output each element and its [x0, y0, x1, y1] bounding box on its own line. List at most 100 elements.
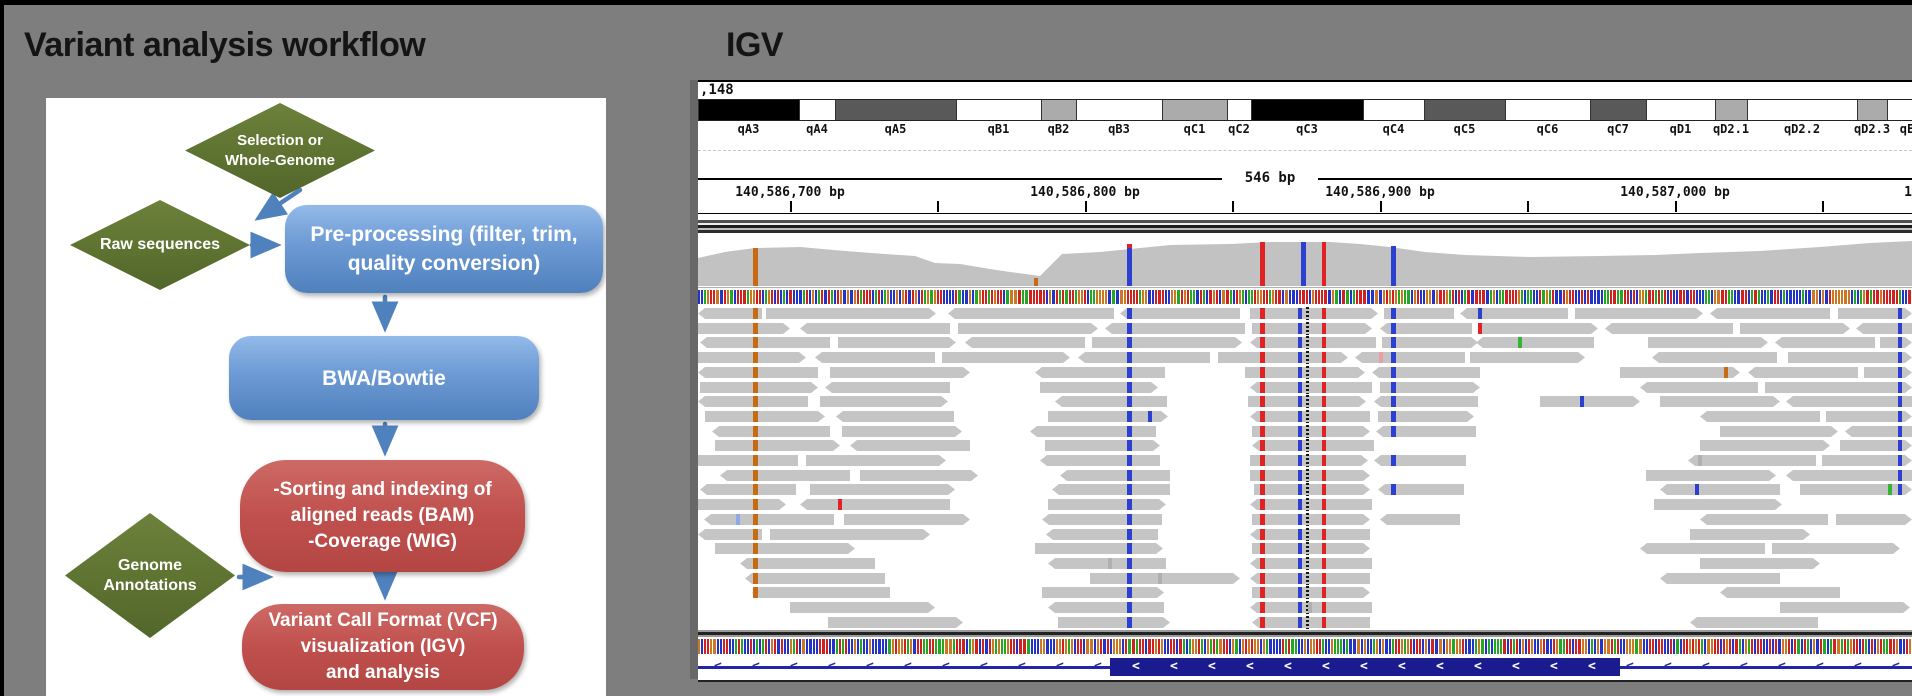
read: [1035, 367, 1165, 378]
read: [698, 367, 818, 378]
snp-mark: [1298, 617, 1302, 628]
snp-mark: [1898, 411, 1902, 422]
strand-chevron: <: [1322, 659, 1330, 674]
read-row: [698, 410, 1912, 423]
snp-mark: [1390, 455, 1396, 466]
ideogram-band: [1857, 100, 1888, 120]
snp-mark: [1298, 558, 1302, 569]
strand-chevron: <: [904, 659, 912, 674]
read: [958, 323, 1098, 334]
snp-mark: [1518, 337, 1522, 348]
read: [1245, 367, 1365, 378]
snp-mark: [1259, 308, 1265, 319]
snp-mark: [1390, 337, 1396, 348]
snp-mark: [1322, 558, 1326, 569]
indel-dash-mark: [1306, 336, 1309, 349]
snp-mark: [752, 587, 758, 598]
strand-chevron: <: [1132, 659, 1140, 674]
snp-mark: [1298, 499, 1302, 510]
node-sorting-indexing-box: -Sorting and indexing of aligned reads (…: [240, 460, 525, 572]
ruler-tick: [1822, 201, 1824, 212]
snp-mark: [1898, 352, 1902, 363]
indel-dash-mark: [1306, 425, 1309, 438]
snp-mark: [1126, 484, 1132, 495]
node-line: Pre-processing (filter, trim,: [310, 223, 578, 246]
indel-dash-mark: [1306, 351, 1309, 364]
strand-chevron: <: [1588, 659, 1596, 674]
read: [1250, 499, 1372, 510]
separator-dotted-line: [698, 150, 1912, 151]
snp-mark: [1308, 602, 1312, 613]
read: [1078, 352, 1210, 363]
node-line: Selection or: [237, 131, 323, 149]
band-label: qC7: [1607, 122, 1629, 136]
read: [1250, 470, 1370, 481]
read: [1765, 382, 1912, 393]
read-row: [698, 616, 1912, 629]
ideogram-band: [1646, 100, 1716, 120]
read: [1864, 367, 1912, 378]
ruler-tick: [1085, 201, 1087, 212]
node-line: -Coverage (WIG): [308, 531, 457, 552]
strand-chevron: <: [942, 659, 950, 674]
read: [1690, 617, 1818, 628]
indel-dash-mark: [1306, 410, 1309, 423]
ideogram-band: [1424, 100, 1506, 120]
strand-chevron: <: [1398, 659, 1406, 674]
read: [838, 337, 956, 348]
strand-chevron: <: [1246, 659, 1254, 674]
snp-mark: [1322, 484, 1326, 495]
node-line: Whole-Genome: [224, 151, 335, 169]
snp-mark: [1298, 323, 1302, 334]
snp-mark: [1259, 426, 1265, 437]
read: [1030, 426, 1156, 437]
snp-mark: [1898, 308, 1902, 319]
read: [1822, 455, 1912, 466]
read: [1120, 308, 1240, 319]
read: [1092, 337, 1242, 348]
indel-dash-mark: [1306, 395, 1309, 408]
snp-mark: [1298, 602, 1302, 613]
snp-mark: [752, 470, 758, 481]
read: [700, 484, 796, 495]
read: [1380, 382, 1480, 393]
coverage-allele-bar: [1391, 246, 1396, 286]
band-label: qC3: [1296, 122, 1318, 136]
read: [1374, 455, 1466, 466]
band-label: qA3: [737, 122, 760, 136]
read-row: [698, 322, 1912, 335]
read: [830, 367, 970, 378]
read: [1700, 411, 1820, 422]
strand-chevron: <: [714, 659, 722, 674]
read: [1786, 470, 1912, 481]
track-splitter-bars: [698, 218, 1912, 235]
read: [942, 352, 1070, 363]
read: [700, 337, 830, 348]
node-genome-annotations-diamond: Genome Annotations: [65, 513, 235, 638]
igv-panel: ,148 qA3 qA4 qA5 qB1 qB2 qB3 qC1 qC2 qC3 qC4 qC5 qC…: [698, 80, 1912, 682]
snp-mark: [1580, 396, 1584, 407]
read: [1720, 587, 1840, 598]
snp-mark: [752, 352, 758, 363]
read: [720, 470, 850, 481]
strand-chevron: <: [1056, 659, 1064, 674]
strand-chevron: <: [1170, 659, 1178, 674]
snp-mark: [1259, 470, 1265, 481]
page-title: Variant analysis workflow: [24, 26, 426, 64]
band-label: qD2.3: [1853, 122, 1891, 136]
read: [1252, 426, 1370, 437]
snp-mark: [736, 514, 740, 525]
read: [1090, 573, 1240, 584]
snp-mark: [1322, 440, 1326, 451]
node-selection-diamond: Selection or Whole-Genome: [185, 103, 375, 198]
snp-mark: [1298, 367, 1302, 378]
read: [842, 426, 962, 437]
read: [1640, 382, 1758, 393]
snp-mark: [1322, 352, 1326, 363]
snp-mark: [1259, 455, 1265, 466]
node-vcf-visualization-box: Variant Call Format (VCF) visualization …: [242, 604, 524, 690]
snp-mark: [1126, 426, 1132, 437]
ideogram-band: [1715, 100, 1748, 120]
indel-dash-mark: [1306, 557, 1309, 570]
